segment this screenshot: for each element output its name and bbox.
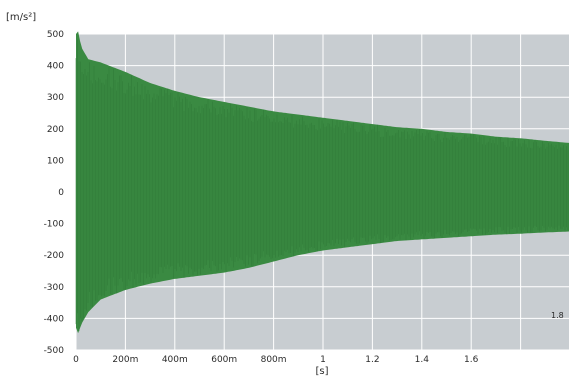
x-axis-annotation: 1.8 bbox=[551, 311, 564, 320]
y-tick-label: 300 bbox=[47, 93, 64, 103]
y-axis-ticks: 500 400 300 200 100 0 -100 -200 -300 -400 -500 bbox=[44, 30, 65, 356]
y-tick-label: 200 bbox=[47, 125, 64, 135]
x-tick-label: 1.6 bbox=[464, 355, 479, 365]
y-tick-label: 100 bbox=[47, 156, 64, 166]
y-tick-label: 500 bbox=[47, 30, 64, 40]
y-axis-label: [m/s²] bbox=[6, 12, 36, 23]
x-tick-label: 200m bbox=[112, 355, 138, 365]
y-tick-label: -300 bbox=[44, 283, 65, 293]
y-tick-label: -200 bbox=[44, 251, 65, 261]
y-tick-label: -500 bbox=[44, 346, 65, 356]
y-tick-label: -400 bbox=[44, 314, 65, 324]
x-tick-label: 1.4 bbox=[415, 355, 430, 365]
x-tick-label: 600m bbox=[211, 355, 237, 365]
x-tick-label: 400m bbox=[162, 355, 188, 365]
signal bbox=[75, 31, 569, 334]
y-tick-label: 400 bbox=[47, 62, 64, 72]
x-axis-label: [s] bbox=[315, 366, 328, 377]
y-tick-label: -100 bbox=[44, 220, 65, 230]
signal-spikes bbox=[75, 39, 569, 332]
x-tick-label: 0 bbox=[73, 355, 79, 365]
x-axis-ticks: 0 200m 400m 600m 800m 1 1.2 1.4 1.6 bbox=[73, 355, 478, 365]
x-tick-label: 1.2 bbox=[365, 355, 379, 365]
y-tick-label: 0 bbox=[58, 188, 64, 198]
x-tick-label: 1 bbox=[320, 355, 326, 365]
x-tick-label: 800m bbox=[261, 355, 287, 365]
